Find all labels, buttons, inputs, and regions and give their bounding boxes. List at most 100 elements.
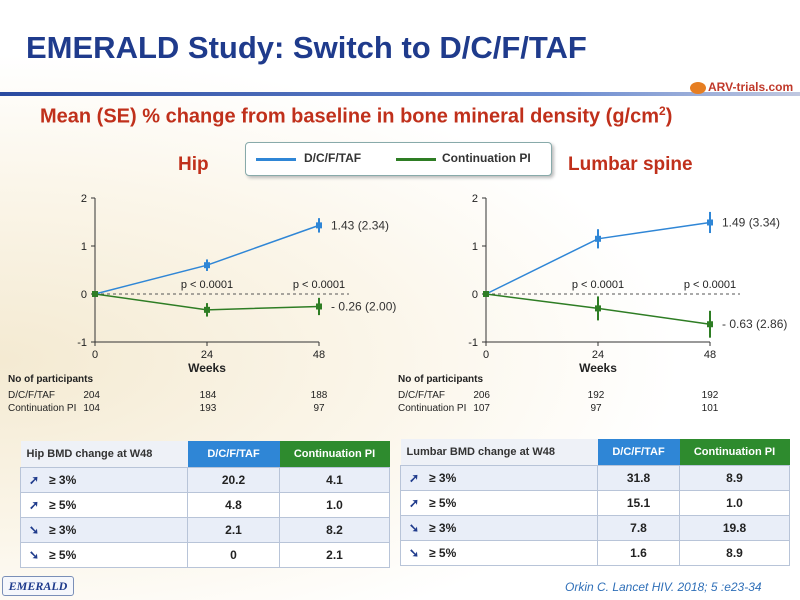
legend-label-pi: Continuation PI bbox=[442, 151, 531, 165]
hip-row-label: ➘ ≥ 3% bbox=[20, 517, 188, 543]
hip-value-pi: 4.1 bbox=[279, 467, 390, 493]
lumbar-p-value: p < 0.0001 bbox=[684, 279, 736, 291]
hip-participants-title: No of participants bbox=[8, 374, 94, 385]
lumbar-row-threshold: ≥ 5% bbox=[429, 496, 457, 510]
logo: ARV-trials.com bbox=[690, 80, 793, 94]
hip-y-tick-label: -1 bbox=[77, 337, 87, 349]
lumbar-p-value: p < 0.0001 bbox=[572, 279, 624, 291]
lumbar-y-tick-label: 1 bbox=[472, 241, 478, 253]
hip-data-point bbox=[204, 262, 210, 269]
arrow-down-right-icon: ➘ bbox=[29, 548, 40, 562]
hip-chart: 2 1 0 -1 0 24 48 Weeks 1.43 (2.34) - 0.26 (2.00) p… bbox=[77, 193, 396, 375]
hip-p-value: p < 0.0001 bbox=[293, 279, 345, 291]
hip-participants-count: 188 bbox=[310, 390, 328, 401]
lumbar-participants-count: 107 bbox=[473, 403, 490, 414]
hip-table-header-dcftaf: D/C/F/TAF bbox=[187, 441, 280, 468]
arrow-down-right-icon: ➘ bbox=[29, 523, 40, 537]
hip-participants-count: 97 bbox=[313, 403, 325, 414]
chart-subtitle: Mean (SE) % change from baseline in bone… bbox=[40, 104, 672, 129]
lumbar-participants: No of participants bbox=[398, 374, 483, 385]
lumbar-end-label-2: - 0.63 (2.86) bbox=[722, 317, 787, 331]
lumbar-table-row: ➘ ≥ 3% 7.8 19.8 bbox=[400, 515, 790, 541]
hip-table-row: ➘ ≥ 5% 0 2.1 bbox=[20, 542, 390, 568]
lumbar-value-pi: 19.8 bbox=[679, 515, 790, 541]
lumbar-value-pi: 8.9 bbox=[679, 465, 790, 491]
hip-value-dcftaf: 2.1 bbox=[187, 517, 280, 543]
arrow-down-right-icon: ➘ bbox=[409, 521, 420, 535]
lumbar-row-label: ➘ ≥ 3% bbox=[400, 515, 598, 541]
lumbar-participants-title: No of participants bbox=[398, 374, 484, 385]
hip-value-dcftaf: 0 bbox=[187, 542, 280, 568]
legend-label-dcftaf: D/C/F/TAF bbox=[304, 151, 362, 165]
lumbar-row-threshold: ≥ 3% bbox=[429, 521, 457, 535]
lumbar-participants-count: 206 bbox=[473, 390, 490, 401]
hip-participants-count: 193 bbox=[199, 403, 217, 414]
lumbar-x-tick-label: 24 bbox=[592, 349, 604, 361]
lumbar-value-dcftaf: 31.8 bbox=[597, 465, 680, 491]
hip-row-threshold: ≥ 3% bbox=[49, 473, 77, 487]
lumbar-row-label: ➚ ≥ 3% bbox=[400, 465, 598, 491]
hip-table-header-pi: Continuation PI bbox=[279, 441, 390, 468]
hip-row-threshold: ≥ 5% bbox=[49, 498, 77, 512]
hip-participants: No of participants bbox=[8, 374, 93, 385]
hip-participants-label: Continuation PI bbox=[8, 403, 77, 414]
title-divider bbox=[0, 92, 800, 96]
arrow-up-right-icon: ➚ bbox=[29, 473, 40, 487]
lumbar-table-header: Lumbar BMD change at W48 D/C/F/TAF Conti… bbox=[400, 439, 790, 466]
hip-row-label: ➚ ≥ 3% bbox=[20, 467, 188, 493]
hip-table-header: Hip BMD change at W48 D/C/F/TAF Continua… bbox=[20, 441, 390, 468]
hip-x-tick-label: 24 bbox=[201, 349, 213, 361]
lumbar-value-pi: 8.9 bbox=[679, 540, 790, 566]
hip-participants-count: 104 bbox=[83, 403, 100, 414]
arrow-up-right-icon: ➚ bbox=[29, 498, 40, 512]
hip-x-tick-label: 0 bbox=[92, 349, 98, 361]
hip-participants-count: 184 bbox=[199, 390, 217, 401]
arrow-up-right-icon: ➚ bbox=[409, 471, 420, 485]
hip-row-label: ➚ ≥ 5% bbox=[20, 492, 188, 518]
lumbar-table-header-dcftaf: D/C/F/TAF bbox=[597, 439, 680, 466]
hip-panel-title: Hip bbox=[178, 154, 209, 175]
lumbar-x-tick-label: 48 bbox=[704, 349, 716, 361]
legend-line-dcftaf bbox=[256, 158, 296, 161]
lumbar-table-row: ➘ ≥ 5% 1.6 8.9 bbox=[400, 540, 790, 566]
lumbar-value-dcftaf: 7.8 bbox=[597, 515, 680, 541]
lumbar-y-tick-label: 0 bbox=[472, 289, 478, 301]
hip-p-value: p < 0.0001 bbox=[181, 279, 233, 291]
hip-row-threshold: ≥ 5% bbox=[49, 548, 77, 562]
lumbar-participants-label: D/C/F/TAF bbox=[398, 390, 446, 401]
logo-icon bbox=[690, 81, 706, 94]
lumbar-data-point bbox=[707, 321, 713, 328]
lumbar-bmd-table: Lumbar BMD change at W48 D/C/F/TAF Conti… bbox=[400, 439, 790, 566]
lumbar-table-header-pi: Continuation PI bbox=[679, 439, 790, 466]
hip-data-point bbox=[204, 306, 210, 313]
lumbar-end-label-1: 1.49 (3.34) bbox=[722, 215, 780, 229]
hip-end-label-2: - 0.26 (2.00) bbox=[331, 299, 396, 313]
hip-table-row: ➚ ≥ 5% 4.8 1.0 bbox=[20, 492, 390, 518]
hip-data-point bbox=[92, 291, 98, 297]
lumbar-value-dcftaf: 15.1 bbox=[597, 490, 680, 516]
lumbar-participants-count: 192 bbox=[701, 390, 719, 401]
hip-value-pi: 8.2 bbox=[279, 517, 390, 543]
hip-value-dcftaf: 20.2 bbox=[187, 467, 280, 493]
legend: D/C/F/TAF Continuation PI bbox=[245, 142, 552, 176]
hip-y-tick-label: 1 bbox=[81, 241, 87, 253]
hip-row-threshold: ≥ 3% bbox=[49, 523, 77, 537]
lumbar-x-tick-label: 0 bbox=[483, 349, 489, 361]
emerald-badge: EMERALD bbox=[2, 576, 74, 596]
lumbar-chart: 2 1 0 -1 0 24 48 Weeks 1.49 (3.34) - 0.63 (2.86) p… bbox=[468, 193, 787, 375]
lumbar-data-point bbox=[707, 219, 713, 226]
hip-x-tick-label: 48 bbox=[313, 349, 325, 361]
hip-x-axis-label: Weeks bbox=[188, 361, 226, 375]
hip-participants-count: 204 bbox=[83, 390, 100, 401]
lumbar-table-row: ➚ ≥ 5% 15.1 1.0 bbox=[400, 490, 790, 516]
lumbar-table-header-label: Lumbar BMD change at W48 bbox=[400, 439, 598, 466]
hip-value-dcftaf: 4.8 bbox=[187, 492, 280, 518]
subtitle-superscript: 2 bbox=[659, 104, 666, 118]
hip-participants-label: D/C/F/TAF bbox=[8, 390, 56, 401]
lumbar-row-label: ➘ ≥ 5% bbox=[400, 540, 598, 566]
lumbar-table-row: ➚ ≥ 3% 31.8 8.9 bbox=[400, 465, 790, 491]
lumbar-data-point bbox=[595, 305, 601, 312]
lumbar-y-tick-label: -1 bbox=[468, 337, 478, 349]
lumbar-data-point bbox=[483, 291, 489, 297]
hip-value-pi: 2.1 bbox=[279, 542, 390, 568]
